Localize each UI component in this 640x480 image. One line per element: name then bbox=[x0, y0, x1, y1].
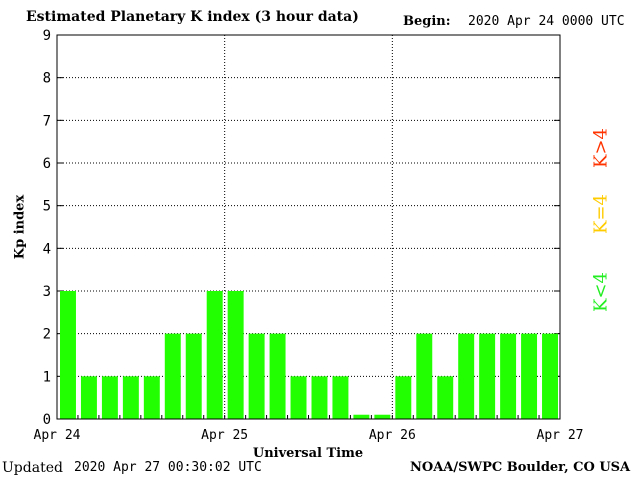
kp-bar bbox=[227, 291, 244, 419]
begin-value: 2020 Apr 24 0000 UTC bbox=[468, 14, 625, 29]
x-tick-label: Apr 24 bbox=[34, 428, 81, 443]
kp-bar bbox=[80, 376, 97, 419]
y-tick-label: 5 bbox=[43, 199, 51, 215]
kp-bar bbox=[60, 291, 76, 419]
updated-label: Updated bbox=[2, 460, 63, 476]
kp-bar bbox=[206, 291, 223, 419]
kp-bar bbox=[374, 414, 391, 419]
x-tick-label: Apr 25 bbox=[201, 428, 248, 443]
updated-value: 2020 Apr 27 00:30:02 UTC bbox=[74, 460, 262, 475]
y-tick-label: 3 bbox=[43, 284, 51, 300]
y-tick-label: 7 bbox=[43, 113, 51, 129]
y-tick-label: 1 bbox=[43, 369, 51, 385]
x-tick-label: Apr 26 bbox=[369, 428, 416, 443]
y-tick-label: 2 bbox=[43, 327, 51, 343]
kp-bar bbox=[101, 376, 118, 419]
y-tick-label: 9 bbox=[43, 28, 51, 44]
kp-bar bbox=[416, 333, 433, 419]
y-tick-label: 8 bbox=[43, 71, 51, 87]
kp-bar bbox=[311, 376, 328, 419]
x-tick-label: Apr 27 bbox=[537, 428, 584, 443]
kp-bar bbox=[332, 376, 349, 419]
legend-k-equal-4: K=4 bbox=[590, 194, 612, 234]
kp-bar bbox=[395, 376, 412, 419]
credit-text: NOAA/SWPC Boulder, CO USA bbox=[410, 460, 631, 475]
kp-bar bbox=[479, 333, 496, 419]
kp-bar bbox=[542, 333, 558, 419]
x-axis-label: Universal Time bbox=[252, 446, 364, 461]
y-tick-label: 6 bbox=[43, 156, 51, 172]
kp-bar bbox=[437, 376, 454, 419]
kp-bar bbox=[290, 376, 307, 419]
kp-bar bbox=[164, 333, 181, 419]
plot-frame bbox=[56, 34, 561, 420]
kp-bar bbox=[500, 333, 517, 419]
chart-title: Estimated Planetary K index (3 hour data… bbox=[26, 9, 359, 25]
kp-bar bbox=[185, 333, 202, 419]
y-axis-label: Kp index bbox=[12, 194, 28, 260]
kp-bar bbox=[353, 414, 370, 419]
kp-bar bbox=[458, 333, 475, 419]
kp-bar bbox=[248, 333, 265, 419]
y-tick-label: 0 bbox=[43, 412, 51, 428]
kp-bar bbox=[521, 333, 538, 419]
begin-label: Begin: bbox=[403, 14, 451, 29]
kp-bar bbox=[122, 376, 139, 419]
y-tick-label: 4 bbox=[43, 241, 51, 257]
kp-bar bbox=[143, 376, 160, 419]
kp-bar bbox=[269, 333, 286, 419]
legend-k-less-4: K<4 bbox=[590, 272, 612, 312]
legend-k-greater-4: K>4 bbox=[590, 128, 612, 168]
